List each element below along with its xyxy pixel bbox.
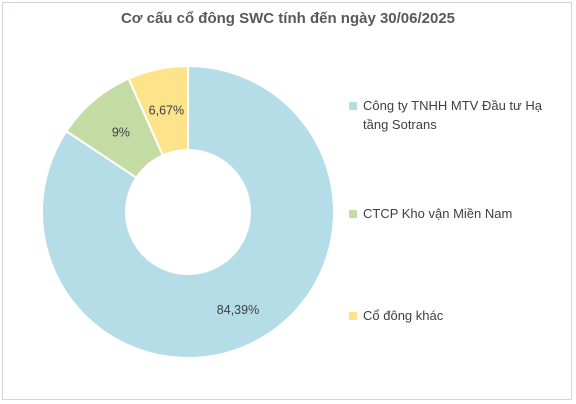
labels-layer: 84,39% 9% 6,67% bbox=[112, 103, 259, 317]
legend-item-2: CTCP Kho vận Miền Nam bbox=[349, 204, 564, 223]
legend-label-2: CTCP Kho vận Miền Nam bbox=[363, 206, 513, 221]
legend-swatch-3 bbox=[349, 312, 357, 320]
legend-item-3: Cổ đông khác bbox=[349, 306, 564, 325]
slice-1 bbox=[41, 64, 335, 359]
slice-label-3: 6,67% bbox=[149, 103, 184, 117]
chart-title: Cơ cấu cổ đông SWC tính đến ngày 30/06/2… bbox=[120, 10, 456, 27]
slices-layer bbox=[41, 64, 335, 359]
legend-swatch-1 bbox=[349, 102, 357, 110]
legend-swatch-2 bbox=[349, 210, 357, 218]
slice-3 bbox=[127, 64, 189, 157]
legend-item-1: Công ty TNHH MTV Đầu tư Hạ tầng Sotrans bbox=[349, 96, 564, 134]
legend-label-3: Cổ đông khác bbox=[363, 308, 444, 323]
legend-label-1: Công ty TNHH MTV Đầu tư Hạ tầng Sotrans bbox=[363, 98, 542, 132]
slice-label-1: 84,39% bbox=[217, 303, 259, 317]
slice-label-2: 9% bbox=[112, 126, 130, 140]
